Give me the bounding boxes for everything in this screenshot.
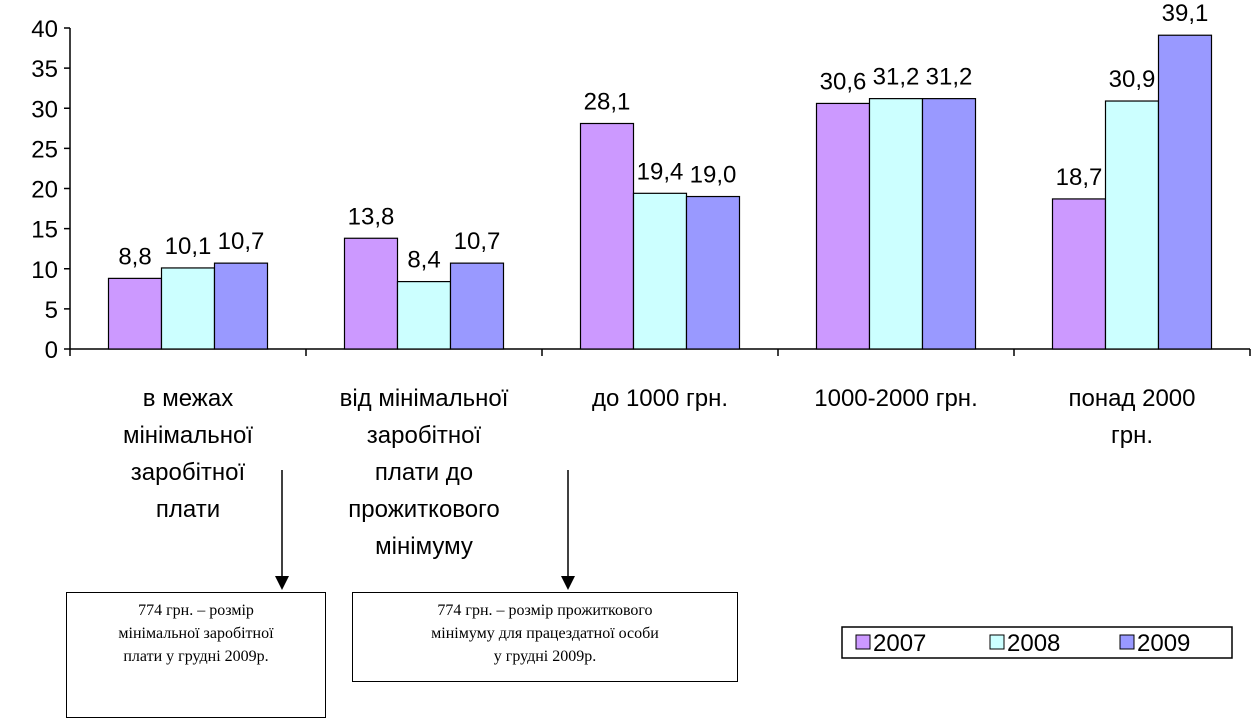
value-label: 10,7 [218,228,265,255]
x-tick-label: до 1000 грн. [591,385,729,412]
bar [815,102,871,350]
bar [868,98,924,350]
annotation: 774 грн. – розмір мінімальної заробітної… [66,592,326,718]
x-tick-label: від мінімальної заробітної плати до прож… [339,385,509,560]
value-label: 10,7 [454,228,501,255]
value-label: 10,1 [165,233,212,260]
legend-label: 2007 [873,630,926,657]
value-label: 28,1 [584,88,631,115]
bar [1051,198,1107,350]
y-tick-label: 25 [31,136,58,163]
bar [343,237,399,350]
value-label: 30,6 [820,68,867,95]
bar [632,192,688,350]
value-label: 39,1 [1162,0,1209,27]
y-tick-label: 20 [31,177,58,204]
y-tick-label: 0 [45,337,58,364]
arrow-head [275,576,289,590]
legend-label: 2008 [1007,630,1060,657]
bar [449,262,505,350]
y-tick-label: 5 [45,297,58,324]
bar [396,280,452,350]
value-label: 19,4 [637,158,684,185]
legend-box [841,626,1233,659]
legend-swatch [855,634,871,650]
x-tick-label: в межах мінімальної заробітної плати [122,385,254,523]
value-label: 31,2 [926,64,973,91]
value-label: 8,4 [407,247,440,274]
y-tick-label: 35 [31,56,58,83]
value-label: 13,8 [348,203,395,230]
y-tick-label: 40 [31,16,58,43]
annotation: 774 грн. – розмір прожиткового мінімуму … [352,592,738,682]
bar [921,98,977,350]
legend-swatch [1119,634,1135,650]
bar [579,122,635,350]
y-tick-label: 30 [31,96,58,123]
arrow-head [561,576,575,590]
bar [213,262,269,350]
legend-label: 2009 [1137,630,1190,657]
bar [107,277,163,350]
value-label: 30,9 [1109,66,1156,93]
value-label: 31,2 [873,64,920,91]
bar [685,195,741,350]
value-label: 19,0 [690,162,737,189]
legend-swatch [989,634,1005,650]
value-label: 18,7 [1056,164,1103,191]
value-label: 8,8 [118,243,151,270]
bar [1157,34,1213,350]
bar [1104,100,1160,350]
x-tick-label: 1000-2000 грн. [814,385,978,412]
y-tick-label: 10 [31,257,58,284]
x-tick-label: понад 2000 грн. [1068,385,1196,449]
y-tick-label: 15 [31,217,58,244]
bar [160,267,216,350]
